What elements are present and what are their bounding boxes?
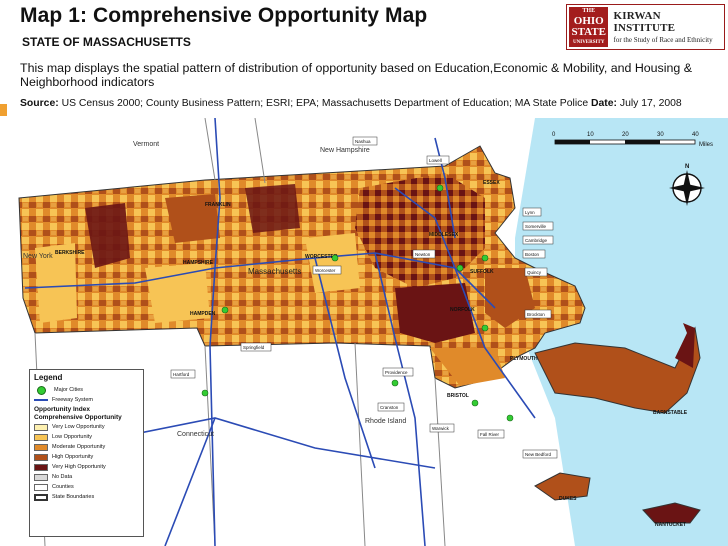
cape-cod-shape	[534, 326, 701, 414]
legend-index-title: Opportunity Index	[34, 406, 90, 413]
major-city-markers	[201, 184, 514, 422]
ocean	[515, 118, 728, 546]
freeway-line-icon	[34, 399, 48, 401]
legend-counties: Counties	[34, 482, 139, 492]
county-bristol: BRISTOL	[447, 393, 469, 399]
legend-class: Moderate Opportunity	[34, 442, 139, 452]
legend-class: Very High Opportunity	[34, 462, 139, 472]
map-title: Map 1: Comprehensive Opportunity Map	[20, 4, 428, 27]
city-springfield: Springfield	[243, 345, 265, 350]
city-providence: Providence	[385, 370, 408, 375]
svg-text:10: 10	[587, 132, 594, 138]
svg-text:20: 20	[622, 132, 629, 138]
county-nantucket: NANTUCKET	[655, 522, 686, 528]
legend-class: No Data	[34, 472, 139, 482]
map-subtitle: STATE OF MASSACHUSETTS	[22, 35, 191, 49]
county-worcester: WORCESTER	[305, 254, 338, 260]
label-connecticut: Connecticut	[177, 431, 214, 438]
city-nashua: Nashua	[355, 139, 371, 144]
opportunity-map: Vermont New Hampshire New York Massachus…	[15, 118, 728, 546]
county-middlesex: MIDDLESEX	[429, 232, 459, 238]
legend-class: High Opportunity	[34, 452, 139, 462]
city-dot-icon	[37, 385, 46, 395]
source-line: Source: US Census 2000; County Business …	[20, 98, 682, 109]
city-hartford: Hartford	[173, 372, 190, 377]
osu-seal-icon: THE OHIO STATE UNIVERSITY	[569, 7, 609, 47]
svg-text:40: 40	[692, 132, 699, 138]
bullet-marker	[0, 104, 7, 116]
county-barnstable: BARNSTABLE	[653, 410, 688, 416]
county-franklin: FRANKLIN	[205, 202, 231, 208]
legend-title: Legend	[34, 373, 63, 382]
map-description: This map displays the spatial pattern of…	[20, 61, 692, 89]
label-new-york: New York	[23, 253, 53, 260]
kirwan-logo: THE OHIO STATE UNIVERSITY KIRWAN INSTITU…	[566, 4, 725, 50]
institute-name: KIRWAN INSTITUTE	[613, 10, 676, 34]
city-cambridge: Cambridge	[525, 238, 548, 243]
legend-index-sub: Comprehensive Opportunity	[34, 414, 122, 421]
county-dukes: DUKES	[559, 496, 577, 502]
county-hampden: HAMPDEN	[190, 311, 216, 317]
label-massachusetts: Massachusetts	[248, 267, 301, 276]
county-berkshire: BERKSHIRE	[55, 250, 85, 256]
city-lowell: Lowell	[429, 158, 442, 163]
city-somerville: Somerville	[525, 224, 547, 229]
city-quincy: Quincy	[527, 270, 542, 275]
nantucket-shape	[642, 502, 701, 524]
city-fall-river: Fall River	[480, 432, 500, 437]
svg-text:30: 30	[657, 132, 664, 138]
legend-freeway: Freeway System	[34, 395, 139, 405]
institute-tagline: for the Study of Race and Ethnicity	[613, 36, 713, 44]
label-rhode-island: Rhode Island	[365, 418, 406, 425]
label-vermont: Vermont	[133, 141, 159, 148]
freeway-system	[24, 118, 536, 546]
county-essex: ESSEX	[483, 180, 500, 186]
city-lynn: Lynn	[525, 210, 535, 215]
north-arrow-icon: N	[669, 164, 705, 206]
city-boston: Boston	[525, 252, 540, 257]
svg-text:Miles: Miles	[699, 142, 713, 148]
scale-bar: 0 10 20 30 40 Miles	[552, 132, 713, 148]
legend-class: Very Low Opportunity	[34, 422, 139, 432]
legend-major-cities: Major Cities	[34, 385, 139, 395]
city-cranston: Cranston	[380, 405, 399, 410]
svg-text:0: 0	[552, 132, 556, 138]
city-brockton: Brockton	[527, 312, 545, 317]
county-hampshire: HAMPSHIRE	[183, 260, 214, 266]
svg-text:N: N	[685, 164, 689, 170]
marthas-vineyard-shape	[534, 472, 591, 501]
city-worcester: Worcester	[315, 268, 336, 273]
city-warwick: Warwick	[432, 426, 450, 431]
county-suffolk: SUFFOLK	[470, 269, 494, 275]
city-newton: Newton	[415, 252, 431, 257]
legend: Legend Major Cities Freeway System Oppor…	[29, 369, 144, 537]
county-plymouth: PLYMOUTH	[510, 356, 538, 362]
legend-class: Low Opportunity	[34, 432, 139, 442]
city-new-bedford: New Bedford	[525, 452, 552, 457]
label-new-hampshire: New Hampshire	[320, 147, 370, 154]
legend-state-boundaries: State Boundaries	[34, 492, 139, 502]
county-norfolk: NORFOLK	[450, 307, 475, 313]
